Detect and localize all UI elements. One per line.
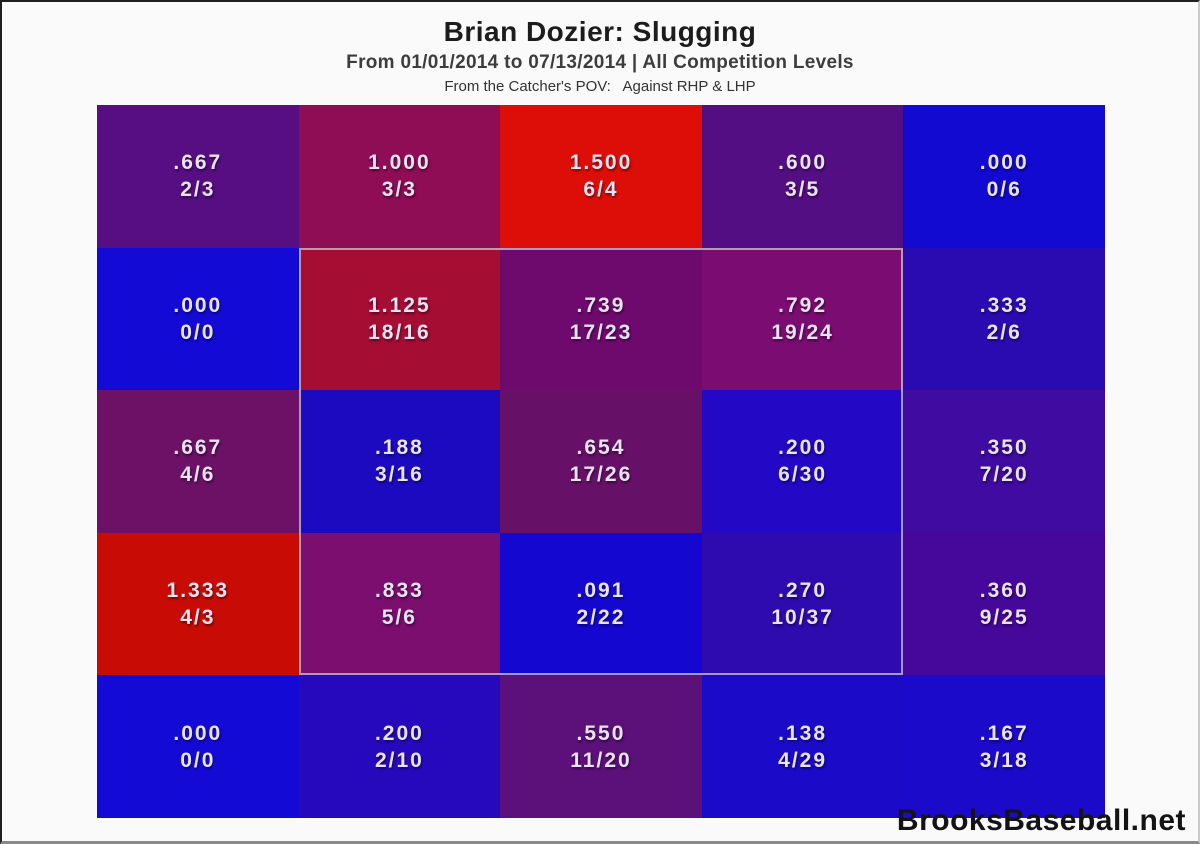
zone-cell: .667 2/3	[97, 105, 299, 248]
cell-ratio: 0/0	[180, 320, 216, 344]
zone-cell: 1.500 6/4	[500, 105, 702, 248]
zone-cell: .600 3/5	[701, 105, 904, 248]
cell-ratio: 0/0	[180, 748, 216, 772]
zone-cell: .188 3/16	[298, 390, 501, 533]
zone-cell: .833 5/6	[298, 532, 501, 676]
cell-slugging-value: .270	[778, 579, 828, 603]
cell-slugging-value: .833	[374, 579, 424, 603]
cell-ratio: 7/20	[979, 463, 1029, 487]
cell-slugging-value: .333	[979, 293, 1029, 317]
zone-cell: .091 2/22	[500, 532, 702, 676]
cell-ratio: 11/20	[570, 748, 632, 772]
cell-ratio: 17/23	[569, 320, 633, 344]
cell-slugging-value: .739	[576, 293, 626, 317]
zone-cell: 1.000 3/3	[298, 105, 501, 248]
chart-title: Brian Dozier: Slugging	[443, 16, 757, 47]
cell-slugging-value: .550	[576, 721, 626, 745]
cell-ratio: 2/10	[374, 748, 424, 772]
zone-cell: .270 10/37	[701, 532, 904, 676]
cell-slugging-value: .667	[173, 436, 223, 460]
zone-cell: .000 0/6	[903, 105, 1105, 248]
cell-slugging-value: .654	[576, 436, 626, 460]
cell-ratio: 0/6	[986, 178, 1022, 202]
cell-ratio: 3/5	[784, 178, 821, 202]
cell-slugging-value: .792	[778, 293, 828, 317]
cell-ratio: 4/29	[778, 748, 828, 772]
cell-ratio: 10/37	[771, 606, 834, 630]
chart-pov-note: From the Catcher's POV: Against RHP & LH…	[444, 78, 756, 95]
cell-slugging-value: 1.500	[569, 151, 633, 175]
cell-ratio: 4/3	[180, 606, 216, 630]
zone-cell: .000 0/0	[97, 675, 299, 818]
cell-slugging-value: .000	[173, 721, 223, 745]
cell-ratio: 2/6	[986, 320, 1022, 344]
cell-slugging-value: .200	[374, 721, 424, 745]
cell-slugging-value: 1.333	[166, 579, 230, 603]
cell-ratio: 18/16	[368, 320, 431, 344]
cell-slugging-value: 1.125	[368, 293, 431, 317]
cell-slugging-value: .200	[778, 436, 828, 460]
cell-slugging-value: .138	[778, 721, 828, 745]
cell-slugging-value: .188	[374, 436, 424, 460]
zone-cell: .333 2/6	[903, 247, 1105, 391]
zone-cell: .654 17/26	[500, 390, 702, 533]
cell-slugging-value: .350	[979, 436, 1029, 460]
zone-cell: .360 9/25	[903, 532, 1105, 676]
zone-cell: .200 6/30	[701, 390, 904, 533]
cell-ratio: 4/6	[180, 463, 216, 487]
cell-ratio: 2/3	[180, 178, 216, 202]
zone-cell: 1.125 18/16	[298, 247, 501, 391]
cell-slugging-value: .360	[979, 579, 1029, 603]
zone-cell: .739 17/23	[500, 247, 702, 391]
cell-slugging-value: .667	[173, 151, 223, 175]
cell-slugging-value: .000	[979, 151, 1029, 175]
cell-ratio: 9/25	[979, 606, 1029, 630]
cell-ratio: 6/30	[778, 463, 828, 487]
cell-ratio: 6/4	[583, 178, 619, 202]
cell-slugging-value: .091	[576, 579, 626, 603]
brand-watermark: BrooksBaseball.net	[896, 804, 1186, 837]
zone-cell: .550 11/20	[500, 675, 702, 818]
cell-ratio: 17/26	[569, 463, 633, 487]
zone-cell: .167 3/18	[903, 675, 1105, 818]
zone-cell: .000 0/0	[97, 247, 299, 391]
cell-slugging-value: 1.000	[368, 151, 431, 175]
cell-slugging-value: .000	[173, 293, 223, 317]
cell-ratio: 3/16	[374, 463, 424, 487]
cell-ratio: 3/18	[979, 748, 1029, 772]
cell-slugging-value: .167	[979, 721, 1029, 745]
zone-cell: 1.333 4/3	[97, 532, 299, 676]
zone-cell: .138 4/29	[701, 675, 904, 818]
chart-header: Brian Dozier: Slugging From 01/01/2014 t…	[2, 16, 1198, 95]
zone-cell: .667 4/6	[97, 390, 299, 533]
heatmap-grid: .667 2/3 1.000 3/3 1.500 6/4.600 3/5.000 0/6.00…	[97, 105, 1105, 818]
cell-ratio: 5/6	[381, 606, 417, 630]
zone-cell: .792 19/24	[701, 247, 904, 391]
cell-ratio: 3/3	[381, 178, 417, 202]
zone-cell: .200 2/10	[298, 675, 501, 818]
cell-ratio: 19/24	[771, 320, 834, 344]
cell-ratio: 2/22	[576, 606, 626, 630]
cell-slugging-value: .600	[778, 151, 828, 175]
zone-cell: .350 7/20	[903, 390, 1105, 533]
chart-subtitle: From 01/01/2014 to 07/13/2014 | All Comp…	[346, 52, 854, 73]
